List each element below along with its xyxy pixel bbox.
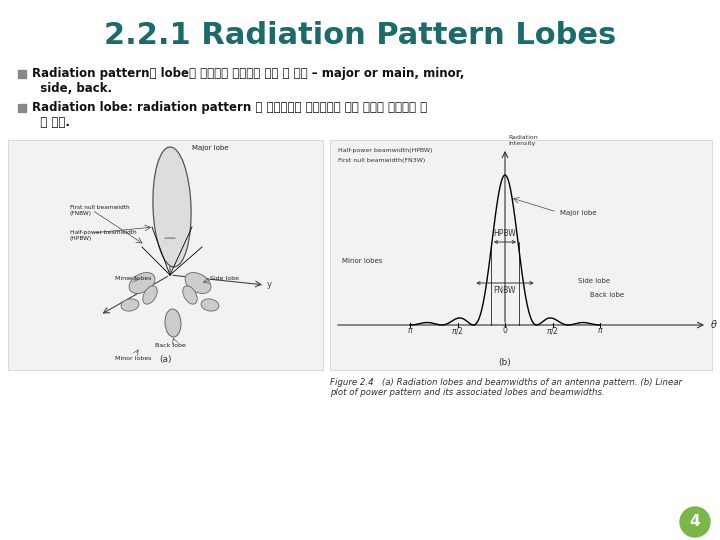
Text: Radiation lobe: radiation pattern 중 방사세기가 상대적으로 약한 부분에 둘러싸여 있: Radiation lobe: radiation pattern 중 방사세기… xyxy=(32,100,427,113)
Ellipse shape xyxy=(185,273,211,293)
Text: Major lobe: Major lobe xyxy=(560,210,596,216)
Ellipse shape xyxy=(129,273,155,293)
Text: FNBW: FNBW xyxy=(494,286,516,295)
Text: Back lobe: Back lobe xyxy=(590,292,624,298)
Text: Minor lobes: Minor lobes xyxy=(115,356,151,361)
Bar xyxy=(18,104,26,112)
Text: $\pi/2$: $\pi/2$ xyxy=(451,325,464,335)
Text: (b): (b) xyxy=(499,358,511,367)
Text: $\pi$: $\pi$ xyxy=(407,326,413,335)
Ellipse shape xyxy=(201,299,219,311)
Text: $\pi/2$: $\pi/2$ xyxy=(546,325,559,335)
Text: Half-power beamwidth(HPBW): Half-power beamwidth(HPBW) xyxy=(338,148,433,153)
Text: (a): (a) xyxy=(159,355,172,364)
Text: Minor lobes: Minor lobes xyxy=(115,276,151,281)
Ellipse shape xyxy=(183,286,197,304)
Text: 2.2.1 Radiation Pattern Lobes: 2.2.1 Radiation Pattern Lobes xyxy=(104,21,616,50)
Text: 는 부분.: 는 부분. xyxy=(32,116,70,129)
Text: 4: 4 xyxy=(690,515,701,530)
Bar xyxy=(18,70,26,78)
Ellipse shape xyxy=(143,286,157,304)
Text: Side lobe: Side lobe xyxy=(578,278,611,284)
Text: $\theta$: $\theta$ xyxy=(710,318,718,330)
Text: y: y xyxy=(267,280,272,289)
Text: HPBW: HPBW xyxy=(494,229,516,238)
Text: side, back.: side, back. xyxy=(32,82,112,94)
Bar xyxy=(330,140,712,370)
Text: 0: 0 xyxy=(503,326,508,335)
Text: First null beamwidth
(FNBW): First null beamwidth (FNBW) xyxy=(70,205,130,216)
Text: First null beamwidth(FN3W): First null beamwidth(FN3W) xyxy=(338,158,426,163)
Text: Radiation pattern은 lobe라 불리우는 부분으로 나눔 수 있다 – major or main, minor,: Radiation pattern은 lobe라 불리우는 부분으로 나눔 수 … xyxy=(32,66,464,79)
Ellipse shape xyxy=(153,147,191,267)
Ellipse shape xyxy=(165,309,181,337)
Text: $\pi$: $\pi$ xyxy=(597,326,603,335)
Text: Radiation
intensity: Radiation intensity xyxy=(508,135,538,146)
Circle shape xyxy=(680,507,710,537)
Text: Side lobe: Side lobe xyxy=(210,276,239,281)
Text: Minor lobes: Minor lobes xyxy=(342,258,382,264)
Text: z: z xyxy=(172,150,176,159)
Ellipse shape xyxy=(121,299,139,311)
Bar xyxy=(8,140,323,370)
Text: Major lobe: Major lobe xyxy=(192,145,228,151)
Text: Half-power beamwidth
(HPBW): Half-power beamwidth (HPBW) xyxy=(70,230,137,241)
Text: Back lobe: Back lobe xyxy=(155,343,186,348)
Text: Figure 2.4   (a) Radiation lobes and beamwidths of an antenna pattern. (b) Linea: Figure 2.4 (a) Radiation lobes and beamw… xyxy=(330,378,682,397)
